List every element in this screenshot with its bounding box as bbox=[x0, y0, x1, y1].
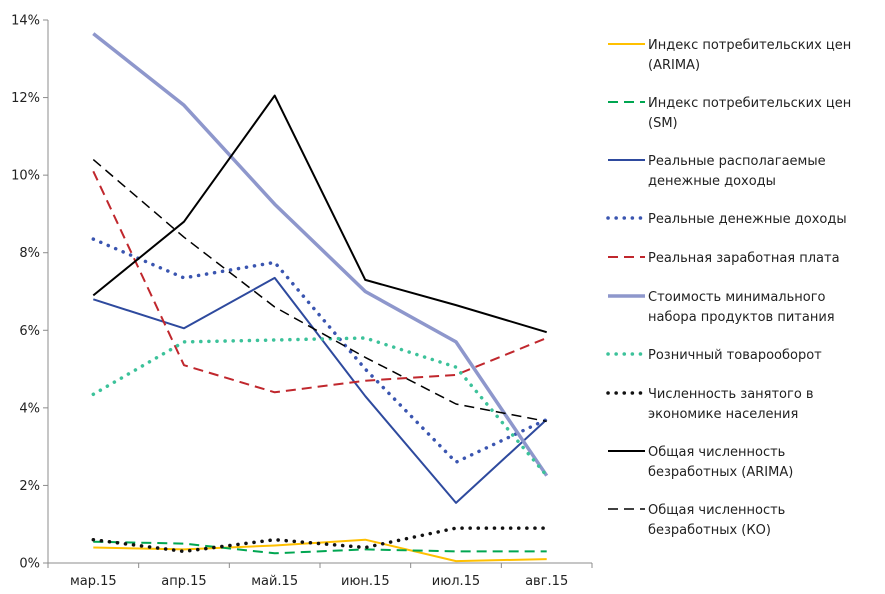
legend-label: (SM) bbox=[648, 116, 678, 131]
legend-label: экономике населения bbox=[648, 407, 798, 422]
x-tick-label: июн.15 bbox=[341, 574, 390, 589]
y-tick-label: 12% bbox=[11, 91, 40, 106]
x-tick-label: апр.15 bbox=[161, 574, 206, 589]
legend-label: Индекс потребительских цен bbox=[648, 96, 851, 111]
y-tick-label: 0% bbox=[19, 557, 40, 572]
legend-item: Индекс потребительских цен (ARIMA) bbox=[608, 38, 851, 73]
legend-item: Розничный товарооборот bbox=[606, 348, 822, 363]
y-tick-label: 6% bbox=[19, 324, 40, 339]
y-tick-label: 8% bbox=[19, 246, 40, 261]
y-tick-label: 10% bbox=[11, 169, 40, 184]
legend-label: (ARIMA) bbox=[648, 58, 700, 73]
chart-axes: 0% 2% 4% 6% 8% 10% 12% 14% мар.15 апр.15 май.15 июн… bbox=[11, 14, 593, 589]
legend-item: Индекс потребительских цен (SM) bbox=[608, 96, 851, 131]
legend-label: набора продуктов питания bbox=[648, 310, 835, 325]
chart-legend: Индекс потребительских цен(ARIMA)Индекс … bbox=[606, 38, 851, 538]
y-tick-label: 2% bbox=[19, 479, 40, 494]
legend-label: Розничный товарооборот bbox=[648, 348, 822, 363]
series-line-3 bbox=[92, 276, 548, 504]
legend-label: денежные доходы bbox=[648, 174, 776, 189]
legend-item: Реальные располагаемые денежные доходы bbox=[608, 154, 826, 189]
series-line-8 bbox=[91, 526, 549, 554]
legend-item: Реальная заработная плата bbox=[608, 251, 840, 266]
y-tick-label: 4% bbox=[19, 401, 40, 416]
series-line-9 bbox=[92, 94, 547, 334]
legend-label: Общая численность bbox=[648, 445, 785, 460]
series-line-5 bbox=[92, 170, 548, 394]
series-line-2 bbox=[93, 540, 547, 555]
legend-label: Реальная заработная плата bbox=[648, 251, 840, 266]
x-tick-label: мар.15 bbox=[70, 574, 117, 589]
chart-series-lines bbox=[91, 32, 549, 563]
legend-label: Численность занятого в bbox=[648, 387, 814, 402]
legend-label: безработных (КО) bbox=[648, 523, 771, 538]
legend-label: Реальные располагаемые bbox=[648, 154, 826, 169]
x-tick-label: май.15 bbox=[251, 574, 298, 589]
legend-label: Реальные денежные доходы bbox=[648, 212, 847, 227]
series-line-4 bbox=[91, 237, 549, 464]
series-line-7 bbox=[91, 336, 549, 478]
series-line-6 bbox=[92, 32, 549, 477]
legend-item: Общая численность безработных (КО) bbox=[608, 503, 785, 538]
legend-item: Численность занятого в экономике населени… bbox=[606, 387, 814, 422]
legend-label: безработных (ARIMA) bbox=[648, 465, 793, 480]
x-tick-label: авг.15 bbox=[525, 574, 568, 589]
legend-item: Общая численность безработных (ARIMA) bbox=[608, 445, 793, 480]
series-line-10 bbox=[92, 159, 547, 423]
legend-label: Индекс потребительских цен bbox=[648, 38, 851, 53]
x-tick-label: июл.15 bbox=[432, 574, 480, 589]
legend-label: Общая численность bbox=[648, 503, 785, 518]
y-tick-label: 14% bbox=[11, 14, 40, 29]
legend-label: Стоимость минимального bbox=[648, 290, 826, 305]
legend-item: Стоимость минимального набора продуктов п… bbox=[608, 290, 835, 325]
legend-item: Реальные денежные доходы bbox=[606, 212, 847, 227]
